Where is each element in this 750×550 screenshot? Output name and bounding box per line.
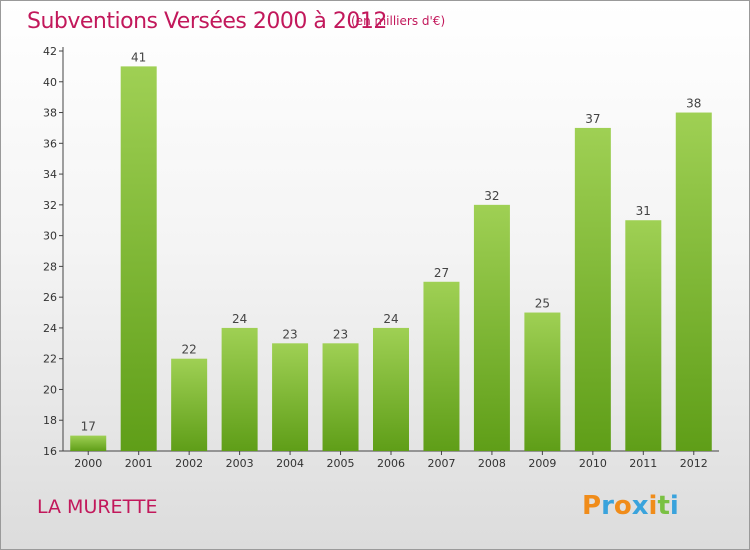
bars: [70, 66, 712, 452]
x-tick-label: 2008: [478, 457, 506, 470]
y-tick-label: 42: [43, 45, 57, 58]
x-tick-label: 2010: [579, 457, 607, 470]
y-tick-label: 20: [43, 383, 57, 396]
y-tick-label: 36: [43, 137, 57, 150]
logo-letter: r: [601, 491, 614, 521]
bar-2001[interactable]: [120, 66, 157, 451]
y-tick-label: 32: [43, 199, 57, 212]
y-tick-label: 18: [43, 414, 57, 427]
bar-2005[interactable]: [322, 343, 359, 451]
bar-2008[interactable]: [473, 204, 510, 451]
data-label-2004: 23: [282, 327, 297, 341]
axes: 16 18 20 22 24 26 28 30 32 34 36 38 40 42 2000 2001 2002…: [43, 45, 719, 470]
y-tick-label: 16: [43, 445, 57, 458]
x-tick-label: 2006: [377, 457, 405, 470]
chart-title: Subventions Versées 2000 à 2012: [27, 9, 387, 34]
x-tick-label: 2002: [175, 457, 203, 470]
logo-letter: t: [657, 491, 670, 521]
data-label-2005: 23: [333, 327, 348, 341]
bar-2003[interactable]: [221, 327, 258, 451]
x-tick-label: 2000: [74, 457, 102, 470]
x-tick-label: 2009: [528, 457, 556, 470]
data-labels: 17 41 22 24 23 23 24 27 32 25 37 31 38: [81, 50, 702, 433]
logo-letter: i: [669, 491, 679, 521]
y-tick-label: 26: [43, 291, 57, 304]
x-tick-label: 2001: [125, 457, 153, 470]
logo-letter: o: [613, 491, 632, 521]
location-label: LA MURETTE: [37, 496, 158, 518]
y-tick-label: 38: [43, 107, 57, 120]
logo-letter: x: [631, 491, 649, 521]
x-tick-label: 2004: [276, 457, 304, 470]
data-label-2006: 24: [383, 312, 398, 326]
bar-2009[interactable]: [524, 312, 561, 451]
y-tick-label: 34: [43, 168, 57, 181]
bar-2010[interactable]: [574, 127, 611, 451]
y-tick-label: 24: [43, 322, 57, 335]
data-label-2001: 41: [131, 50, 146, 64]
data-label-2008: 32: [484, 189, 499, 203]
logo-letter: P: [582, 491, 602, 521]
bar-2002[interactable]: [171, 358, 208, 451]
x-tick-label: 2005: [327, 457, 355, 470]
y-tick-label: 40: [43, 76, 57, 89]
bar-2012[interactable]: [675, 112, 712, 452]
x-tick-label: 2011: [629, 457, 657, 470]
x-tick-label: 2007: [427, 457, 455, 470]
bar-2011[interactable]: [625, 220, 662, 451]
data-label-2007: 27: [434, 266, 449, 280]
y-tick-label: 22: [43, 353, 57, 366]
data-label-2012: 38: [686, 97, 701, 111]
data-label-2011: 31: [636, 204, 651, 218]
bar-2000[interactable]: [70, 435, 107, 451]
data-label-2000: 17: [81, 420, 96, 434]
data-label-2003: 24: [232, 312, 247, 326]
bar-2006[interactable]: [373, 327, 409, 451]
bar-2004[interactable]: [272, 343, 309, 451]
data-label-2009: 25: [535, 297, 550, 311]
data-label-2002: 22: [182, 343, 197, 357]
x-tick-label: 2012: [680, 457, 708, 470]
proxiti-logo[interactable]: Proxiti: [582, 491, 679, 521]
logo-letter: i: [648, 491, 658, 521]
x-tick-label: 2003: [226, 457, 254, 470]
y-tick-label: 30: [43, 230, 57, 243]
y-tick-label: 28: [43, 260, 57, 273]
chart-subtitle: (en milliers d'€): [351, 14, 446, 28]
bar-2007[interactable]: [423, 281, 460, 451]
data-label-2010: 37: [585, 112, 600, 126]
